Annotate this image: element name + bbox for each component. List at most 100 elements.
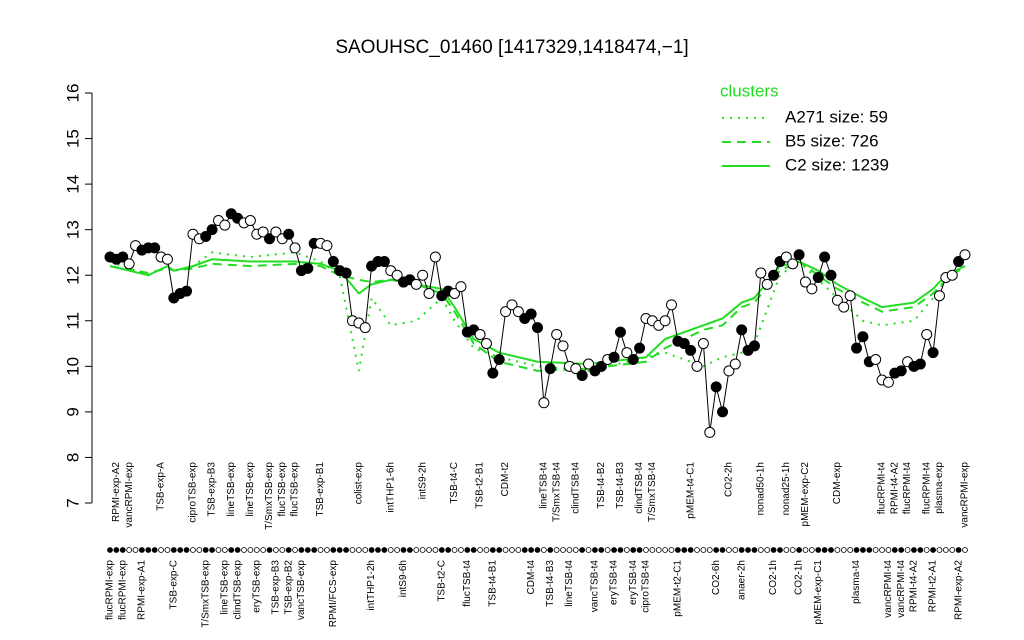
rug-point: [840, 547, 847, 553]
rug-point: [815, 547, 822, 553]
rug-point: [241, 547, 247, 553]
x-tick-label: T/SmxTSB-t4: [647, 462, 658, 522]
x-tick-label: intS9-2h: [417, 462, 428, 499]
data-point: [710, 381, 722, 393]
data-point: [455, 281, 467, 293]
rug-point: [592, 547, 598, 553]
rug-point: [260, 547, 267, 553]
x-tick-label: T/SmxTSB-exp: [264, 462, 275, 530]
rug-point: [885, 547, 892, 553]
x-tick-label: CO2-1h: [768, 560, 779, 595]
data-point: [264, 233, 276, 245]
rug-point: [202, 547, 209, 553]
rug-point: [674, 547, 681, 553]
rug-point: [113, 547, 120, 553]
x-tick-label: eryTSB-t4: [609, 560, 620, 605]
data-point: [806, 283, 818, 295]
rug-point: [394, 547, 401, 553]
data-point: [595, 360, 607, 372]
cluster-line: [109, 251, 966, 372]
rug-point: [375, 547, 381, 553]
rug-point: [304, 547, 311, 553]
rug-point: [866, 547, 873, 553]
data-point: [219, 219, 231, 231]
x-tick-label: flucRPMI-t4: [921, 462, 932, 515]
legend-label: C2 size: 1239: [785, 155, 889, 174]
x-tick-label: eryTSB-t4: [628, 560, 639, 605]
rug-point: [598, 547, 605, 553]
rug-point: [898, 547, 905, 553]
x-tick-label: TSB-exp-C: [168, 560, 179, 609]
x-tick-label: ciproTSB-exp: [188, 462, 199, 523]
data-point: [257, 226, 269, 238]
rug-point: [324, 547, 330, 553]
data-point: [149, 242, 161, 254]
rug-point: [438, 547, 445, 553]
x-tick-label: nonad25-1h: [781, 462, 792, 515]
rug-point: [917, 547, 924, 553]
data-point: [825, 269, 837, 281]
rug-point: [139, 547, 145, 553]
x-tick-label: vancRPMI-t4: [883, 560, 894, 618]
x-tick-label: ciproTSB-t4: [641, 560, 652, 613]
rug-point: [930, 547, 936, 553]
data-point: [685, 344, 697, 356]
rug-point: [151, 547, 158, 553]
y-tick-label: 14: [63, 175, 82, 194]
rug-point: [528, 547, 535, 553]
data-point: [551, 328, 563, 340]
data-point: [780, 251, 792, 263]
rug-point: [547, 547, 554, 553]
data-point: [449, 287, 461, 299]
legend-label: B5 size: 726: [785, 131, 879, 150]
rug-point: [955, 547, 962, 553]
x-tick-label: RPMI-exp-A2: [953, 560, 964, 620]
rug-point: [936, 547, 943, 553]
data-point: [327, 256, 339, 268]
rug-point: [177, 547, 184, 553]
x-tick-label: vancTSB-t4: [590, 560, 601, 613]
data-point: [512, 306, 524, 318]
data-point: [755, 267, 767, 279]
x-tick-label: TSB-t2-C: [436, 560, 447, 602]
data-point: [768, 269, 780, 281]
data-point: [634, 342, 646, 354]
rug-point: [911, 547, 917, 553]
rug-point: [534, 547, 541, 553]
data-point: [717, 406, 729, 418]
data-point: [423, 287, 435, 299]
data-point: [793, 249, 805, 261]
x-tick-label: vancRPMI-t4: [896, 560, 907, 618]
data-point: [570, 363, 582, 375]
data-point: [117, 251, 129, 263]
rug-point: [808, 547, 815, 553]
data-point: [206, 224, 218, 236]
data-point: [340, 267, 352, 279]
y-tick-label: 13: [63, 220, 82, 239]
rug-point: [687, 547, 694, 553]
data-point: [391, 269, 403, 281]
rug-point: [662, 547, 669, 553]
rug-point: [145, 547, 152, 553]
data-point: [557, 340, 569, 352]
x-tick-label: TSB-t4-B1: [487, 560, 498, 607]
rug-point: [949, 547, 956, 553]
x-tick-label: nonad50-1h: [755, 462, 766, 515]
rug-point: [879, 547, 885, 553]
data-point: [959, 249, 971, 261]
rug-point: [706, 547, 713, 553]
rug-point: [266, 547, 273, 553]
data-point: [429, 251, 441, 263]
rug-point: [285, 547, 292, 553]
rug-point: [464, 547, 471, 553]
data-point: [870, 354, 882, 365]
x-tick-label: CDM-exp: [832, 462, 843, 505]
rug-point: [470, 547, 477, 553]
data-point: [844, 290, 856, 302]
data-point: [697, 338, 709, 350]
data-point: [621, 347, 633, 359]
rug-point: [623, 547, 630, 553]
x-tick-label: flucRPMI-t4: [877, 462, 888, 515]
data-point: [729, 358, 741, 370]
x-tick-label: CDM-t4: [526, 560, 537, 595]
